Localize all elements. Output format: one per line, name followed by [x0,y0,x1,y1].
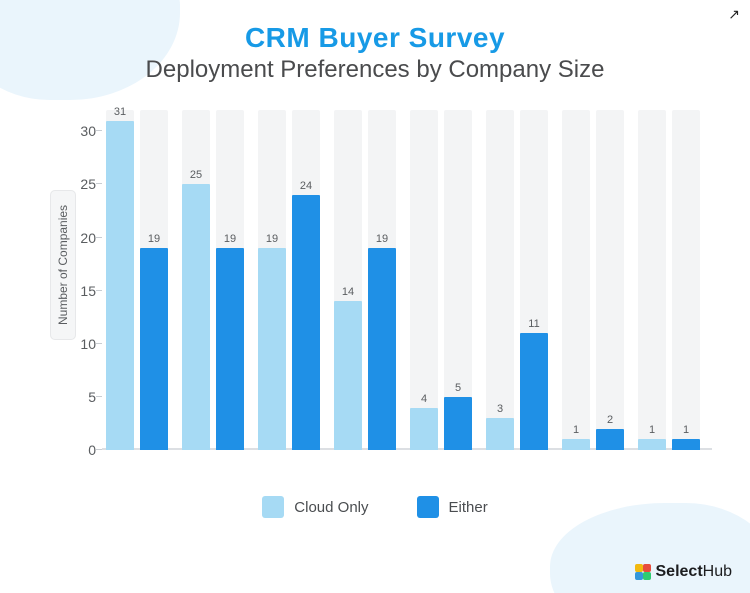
bar-value-label: 31 [106,106,134,121]
legend-label: Cloud Only [294,499,368,516]
y-tick-label: 5 [68,389,96,405]
y-tick-label: 10 [68,336,96,352]
bar-value-label: 19 [140,233,168,248]
y-tick-mark [96,343,102,344]
bar-either: 19 [140,248,168,450]
y-tick-mark [96,449,102,450]
bar-slot [596,110,624,450]
legend-label: Either [449,499,488,516]
y-axis-label-container: Number of Companies [54,190,72,340]
legend-swatch [262,496,284,518]
bar-group: 1419 [334,110,396,450]
plot-region: 0510152025303119251919241419453111211 [102,110,712,450]
bar-value-label: 19 [368,233,396,248]
bar-value-label: 1 [672,424,700,439]
bar-cloud_only: 31 [106,121,134,450]
y-axis-label: Number of Companies [50,190,76,340]
legend-swatch [417,496,439,518]
bar-slot [562,110,590,450]
bar-slot [638,110,666,450]
bar-slot [486,110,514,450]
y-tick-mark [96,130,102,131]
brand-icon [635,564,651,580]
y-tick-label: 25 [68,176,96,192]
legend-item: Cloud Only [262,496,368,518]
bar-value-label: 5 [444,382,472,397]
y-tick-mark [96,290,102,291]
legend: Cloud Only Either [0,496,750,523]
bar-either: 1 [672,439,700,450]
bar-either: 24 [292,195,320,450]
bar-group: 1924 [258,110,320,450]
bar-slot [672,110,700,450]
bar-value-label: 25 [182,169,210,184]
bar-cloud_only: 4 [410,408,438,451]
chart-area: Number of Companies 05101520253031192519… [40,110,720,480]
y-tick-mark [96,237,102,238]
bar-cloud_only: 19 [258,248,286,450]
bar-either: 19 [368,248,396,450]
bar-value-label: 1 [638,424,666,439]
y-tick-label: 20 [68,230,96,246]
bar-either: 11 [520,333,548,450]
chart-subtitle: Deployment Preferences by Company Size [0,56,750,84]
bar-either: 2 [596,429,624,450]
brand-name-bold: Select [656,563,703,580]
brand-name: SelectHub [656,563,733,581]
bar-value-label: 2 [596,414,624,429]
bar-value-label: 24 [292,180,320,195]
y-tick-mark [96,396,102,397]
y-tick-label: 15 [68,283,96,299]
bar-cloud_only: 3 [486,418,514,450]
bar-either: 19 [216,248,244,450]
bar-group: 45 [410,110,472,450]
y-tick-mark [96,183,102,184]
bar-cloud_only: 1 [562,439,590,450]
bar-either: 5 [444,397,472,450]
bar-value-label: 3 [486,403,514,418]
bar-value-label: 14 [334,286,362,301]
y-tick-label: 0 [68,442,96,458]
bar-group: 2519 [182,110,244,450]
bar-value-label: 1 [562,424,590,439]
bar-cloud_only: 1 [638,439,666,450]
y-tick-label: 30 [68,123,96,139]
page-root: ↗ CRM Buyer Survey Deployment Preference… [0,0,750,593]
bar-cloud_only: 25 [182,184,210,450]
bar-value-label: 19 [216,233,244,248]
bar-cloud_only: 14 [334,301,362,450]
brand-name-rest: Hub [703,563,732,580]
share-icon[interactable]: ↗ [728,6,740,23]
legend-item: Either [417,496,488,518]
bar-group: 311 [486,110,548,450]
bar-group: 11 [638,110,700,450]
bar-value-label: 4 [410,393,438,408]
bar-group: 12 [562,110,624,450]
bar-value-label: 11 [520,318,548,333]
bar-value-label: 19 [258,233,286,248]
chart-title: CRM Buyer Survey [0,0,750,54]
brand-logo: SelectHub [635,563,733,581]
bar-group: 3119 [106,110,168,450]
